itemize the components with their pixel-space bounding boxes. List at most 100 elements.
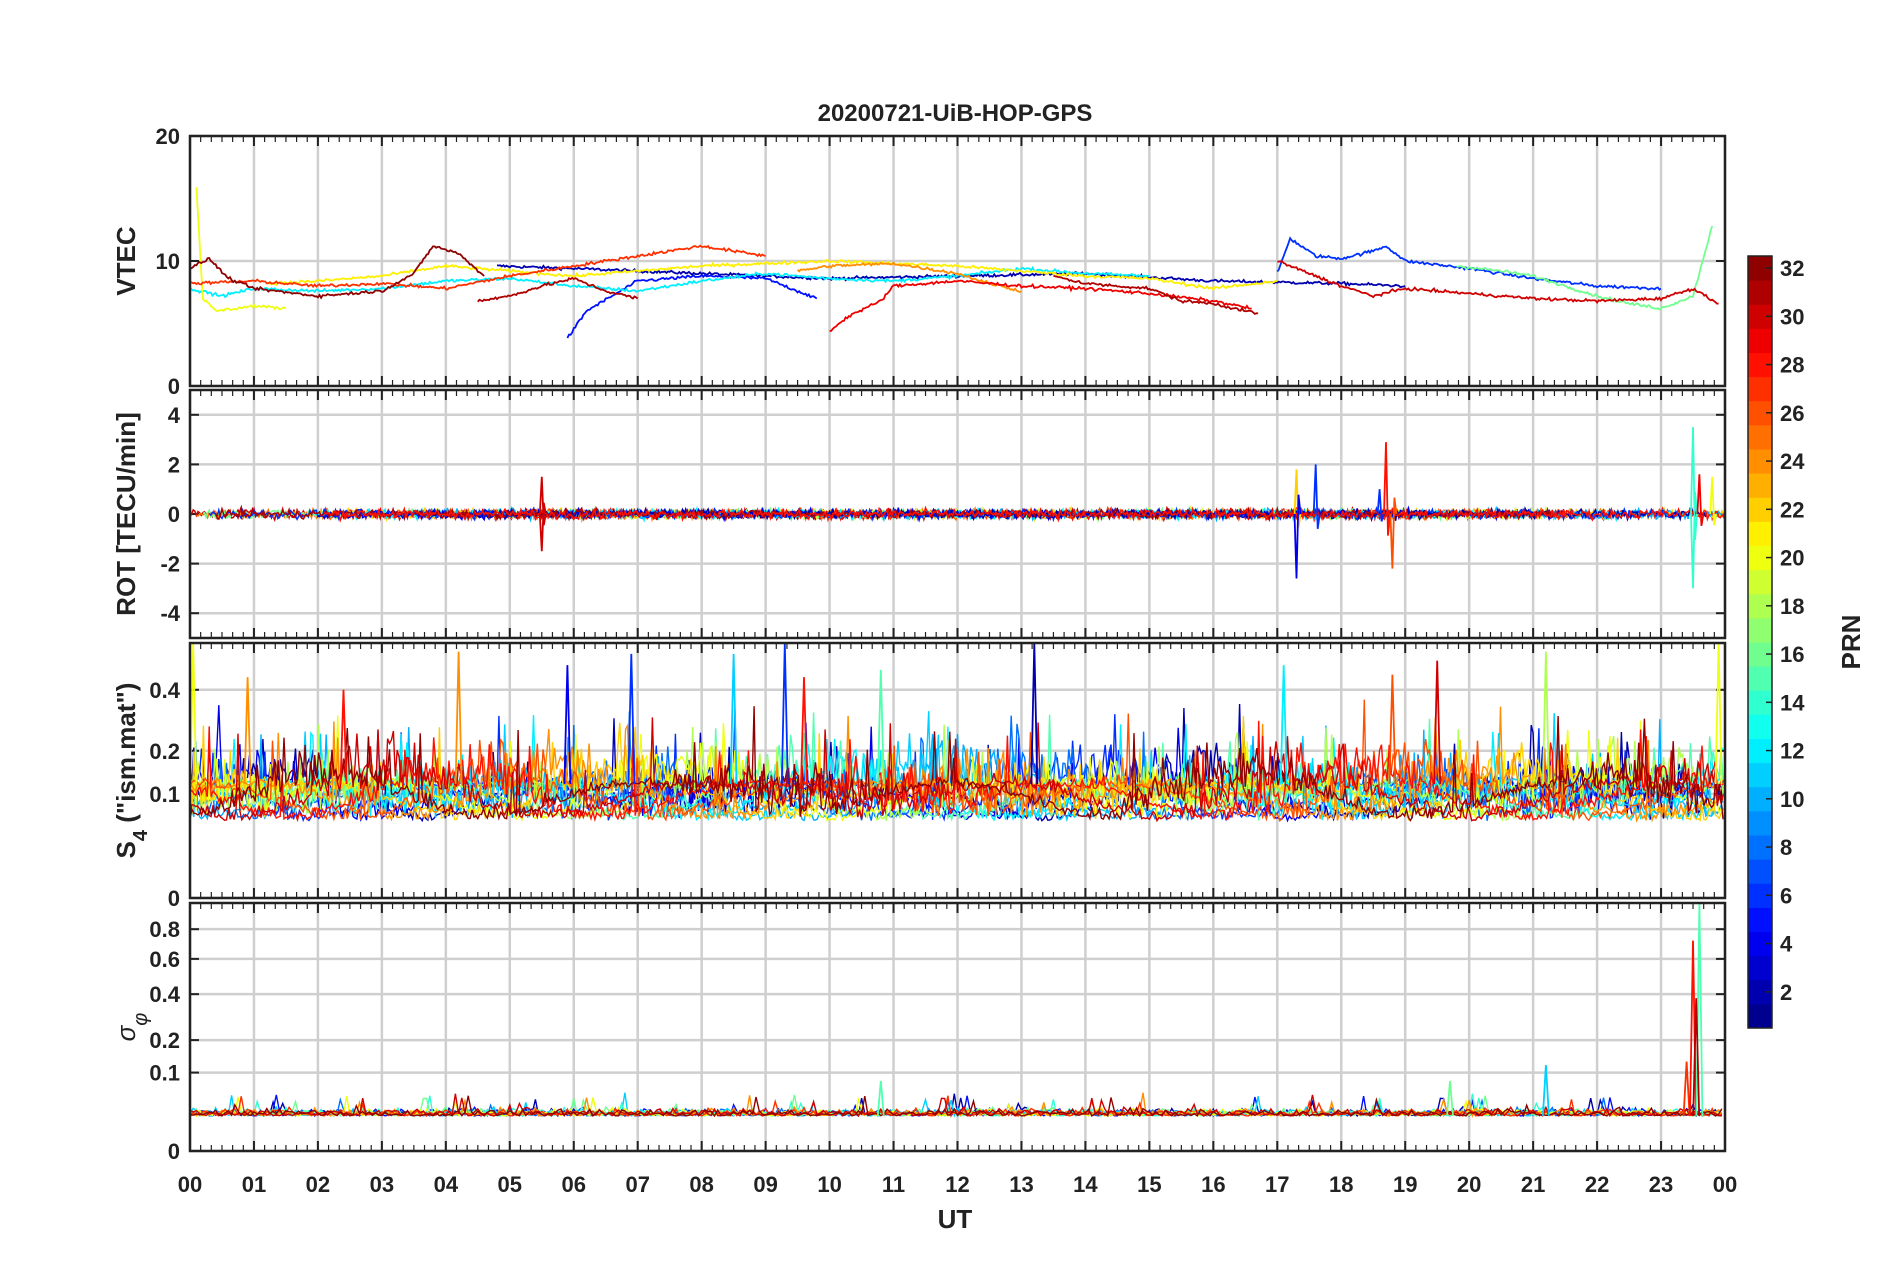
x-tick-label: 23 xyxy=(1649,1172,1673,1197)
x-tick-label: 00 xyxy=(1713,1172,1737,1197)
panel-vtec: 0 10 20 VTEC xyxy=(111,124,1727,399)
series-line-prn-20 xyxy=(195,187,287,313)
x-tick-label: 03 xyxy=(370,1172,394,1197)
peak-mark xyxy=(1542,1065,1550,1116)
y-tick-label: 0.6 xyxy=(149,947,180,972)
colorbar-segment xyxy=(1748,666,1772,691)
series-line xyxy=(190,706,1724,822)
x-tick-label: 09 xyxy=(753,1172,777,1197)
x-tick-label: 12 xyxy=(945,1172,969,1197)
colorbar-segment xyxy=(1748,473,1772,498)
spike-mark xyxy=(1383,442,1391,536)
x-tick-label: 10 xyxy=(817,1172,841,1197)
y-tick-label: 0 xyxy=(168,1139,180,1164)
panel-s4: 0 0.1 0.2 0.4S4 ("ism.mat") xyxy=(111,641,1727,911)
x-tick-label: 17 xyxy=(1265,1172,1289,1197)
colorbar-segment xyxy=(1748,328,1772,353)
colorbar-segment xyxy=(1748,955,1772,981)
spike-mark xyxy=(538,476,547,526)
peak-mark xyxy=(1692,998,1701,1116)
spike-mark xyxy=(1389,497,1398,569)
series-line xyxy=(190,1095,1723,1119)
y-tick-label: 10 xyxy=(156,249,180,274)
series-line-prn-6 xyxy=(1276,236,1662,291)
y-tick-label: 0.1 xyxy=(149,782,180,807)
series-line-prn-32 xyxy=(190,245,485,300)
series-line-prn-5 xyxy=(566,273,818,339)
panel-rot: 4 2 0 -2 -4 ROT [TECU/min] xyxy=(111,388,1727,640)
y-tick-label: 0.2 xyxy=(149,1028,180,1053)
x-tick-label: 15 xyxy=(1137,1172,1161,1197)
x-tick-label: 04 xyxy=(434,1172,459,1197)
spike-mark xyxy=(1376,489,1385,522)
panel-frame xyxy=(188,134,1727,388)
colorbar-label: PRN xyxy=(1836,615,1866,670)
x-tick-label: 05 xyxy=(498,1172,522,1197)
peak-mark xyxy=(780,643,789,785)
x-tick-label: 14 xyxy=(1073,1172,1098,1197)
peak-mark xyxy=(729,653,738,785)
x-tick-label: 08 xyxy=(689,1172,713,1197)
colorbar-tick-label: 10 xyxy=(1780,787,1804,812)
x-axis: 00 01 02 03 04 05 06 07 08 09 10 11 12 13 14 15 16 17 18 19… xyxy=(178,1172,1737,1197)
colorbar-tick-label: 16 xyxy=(1780,642,1804,667)
peak-mark xyxy=(1714,643,1723,785)
peak-mark xyxy=(1433,660,1442,785)
colorbar-tick-label: 20 xyxy=(1780,546,1804,571)
spike-mark xyxy=(1293,494,1302,579)
colorbar-segment xyxy=(1748,859,1772,884)
colorbar-segment xyxy=(1748,376,1772,402)
y-tick-label: 0.4 xyxy=(149,678,180,703)
data-traces xyxy=(190,643,1724,823)
series-line-prn-21 xyxy=(266,259,1278,292)
series-line-prn-16 xyxy=(1456,225,1714,311)
y-tick-label: 0.8 xyxy=(149,917,180,942)
series-line-prn-27 xyxy=(190,244,766,291)
colorbar-segment xyxy=(1748,810,1772,836)
peak-mark xyxy=(1542,651,1550,785)
peak-mark xyxy=(1682,1061,1691,1116)
x-axis-label: UT xyxy=(938,1204,973,1234)
y-tick-label: -2 xyxy=(160,552,180,577)
colorbar-segment xyxy=(1748,424,1772,450)
colorbar-tick-label: 2 xyxy=(1780,980,1792,1005)
colorbar-segment xyxy=(1748,762,1772,788)
colorbar-tick-label: 18 xyxy=(1780,594,1804,619)
y-axis-label: σφ xyxy=(111,1013,152,1042)
x-tick-label: 20 xyxy=(1457,1172,1481,1197)
colorbar-tick-label: 4 xyxy=(1780,932,1793,957)
x-tick-label: 00 xyxy=(178,1172,202,1197)
colorbar-tick-label: 8 xyxy=(1780,835,1792,860)
peak-mark xyxy=(1030,643,1039,785)
y-tick-label: -4 xyxy=(160,601,180,626)
peak-mark xyxy=(339,689,348,785)
x-tick-label: 06 xyxy=(562,1172,586,1197)
colorbar-tick-label: 22 xyxy=(1780,497,1804,522)
y-tick-label: 4 xyxy=(168,403,181,428)
x-tick-label: 07 xyxy=(625,1172,649,1197)
colorbar-segment xyxy=(1748,907,1772,932)
x-tick-label: 13 xyxy=(1009,1172,1033,1197)
peak-mark xyxy=(243,677,252,785)
peak-mark xyxy=(1388,674,1397,785)
y-tick-label: 0.1 xyxy=(149,1061,180,1086)
series-line-prn-30 xyxy=(1277,260,1719,305)
colorbar-tick-label: 30 xyxy=(1780,304,1804,329)
colorbar-segment xyxy=(1748,569,1772,595)
y-tick-label: 0 xyxy=(168,502,180,527)
spike-mark xyxy=(1293,469,1302,528)
x-tick-label: 19 xyxy=(1393,1172,1417,1197)
panel-frame xyxy=(188,388,1727,640)
y-tick-label: 0 xyxy=(168,886,180,911)
peak-mark xyxy=(876,669,885,785)
data-traces xyxy=(190,903,1723,1119)
data-traces xyxy=(190,187,1719,339)
x-tick-label: 16 xyxy=(1201,1172,1225,1197)
x-tick-label: 18 xyxy=(1329,1172,1353,1197)
series-line-prn-29 xyxy=(829,279,1252,332)
figure-title: 20200721-UiB-HOP-GPS xyxy=(818,100,1093,127)
colorbar-segment xyxy=(1748,521,1772,546)
